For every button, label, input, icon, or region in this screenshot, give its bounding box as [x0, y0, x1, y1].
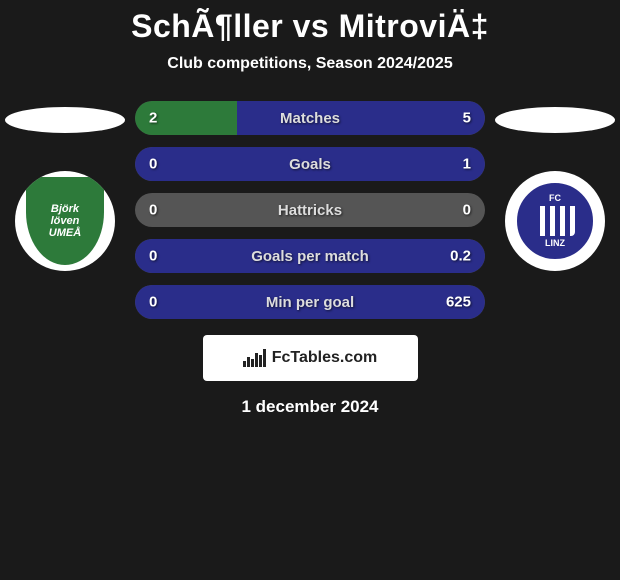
brand-icon [243, 349, 266, 367]
stat-label: Goals [289, 156, 331, 173]
stat-value-left: 0 [149, 294, 157, 311]
stat-row: 0 Min per goal 625 [135, 285, 485, 319]
right-club-logo-fc: FC [549, 194, 561, 203]
left-club-logo: BjörklövenUMEÅ [15, 171, 115, 271]
right-club-logo: FC LINZ [505, 171, 605, 271]
right-club-logo-stripes [535, 206, 575, 236]
brand-attribution: FcTables.com [203, 335, 418, 381]
left-player-col: BjörklövenUMEÅ [5, 101, 125, 271]
right-player-col: FC LINZ [495, 101, 615, 271]
stat-label: Goals per match [251, 248, 369, 265]
right-club-logo-roundel: FC LINZ [514, 180, 596, 262]
stat-row: 0 Goals per match 0.2 [135, 239, 485, 273]
stat-label: Hattricks [278, 202, 342, 219]
stat-label: Min per goal [266, 294, 354, 311]
left-player-photo-placeholder [5, 107, 125, 133]
stat-label: Matches [280, 110, 340, 127]
date-label: 1 december 2024 [0, 397, 620, 417]
stat-value-left: 2 [149, 110, 157, 127]
stat-value-left: 0 [149, 156, 157, 173]
stat-row: 0 Goals 1 [135, 147, 485, 181]
stat-value-left: 0 [149, 202, 157, 219]
stat-row: 0 Hattricks 0 [135, 193, 485, 227]
stat-value-right: 1 [463, 156, 471, 173]
stat-value-right: 5 [463, 110, 471, 127]
left-club-logo-text: BjörklövenUMEÅ [49, 203, 81, 239]
brand-text: FcTables.com [272, 349, 378, 367]
right-club-logo-linz: LINZ [545, 239, 565, 248]
stat-value-right: 0.2 [450, 248, 471, 265]
stat-value-right: 625 [446, 294, 471, 311]
page-subtitle: Club competitions, Season 2024/2025 [0, 55, 620, 73]
stat-value-left: 0 [149, 248, 157, 265]
stat-value-right: 0 [463, 202, 471, 219]
comparison-area: BjörklövenUMEÅ 2 Matches 5 0 Goals 1 0 Hattrick… [0, 101, 620, 319]
page-title: SchÃ¶ller vs MitroviÄ‡ [0, 8, 620, 45]
left-club-logo-shield: BjörklövenUMEÅ [26, 177, 104, 265]
stat-row: 2 Matches 5 [135, 101, 485, 135]
stat-fill-right [237, 101, 486, 135]
stats-column: 2 Matches 5 0 Goals 1 0 Hattricks 0 0 Goals per ma… [135, 101, 485, 319]
right-player-photo-placeholder [495, 107, 615, 133]
